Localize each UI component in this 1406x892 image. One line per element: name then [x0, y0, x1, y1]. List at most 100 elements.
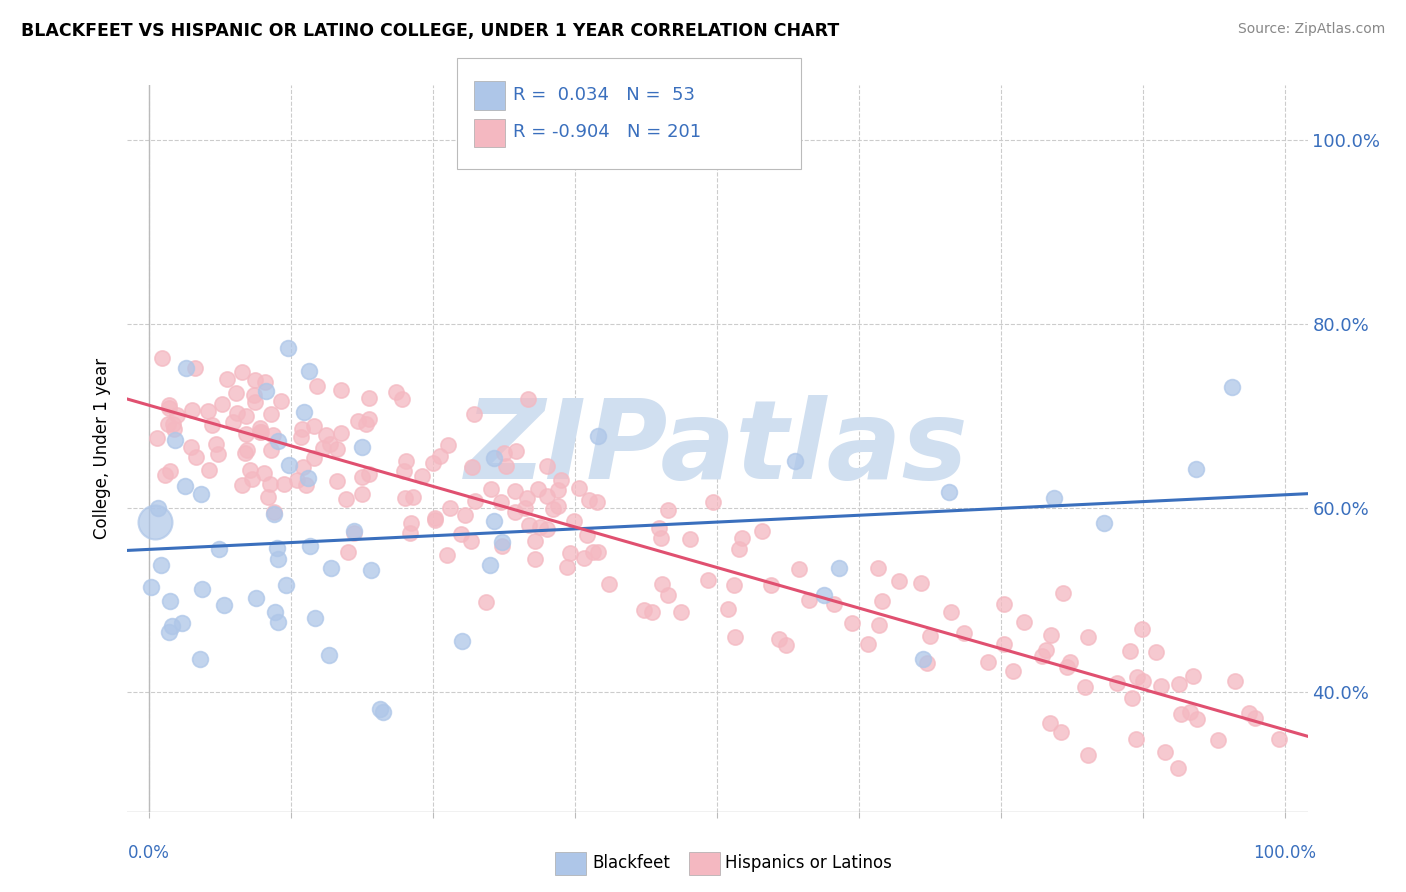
Point: [201, 418, 224, 433]
Point: [352, 470, 374, 484]
Point: [312, 441, 335, 455]
Point: [910, 575, 932, 590]
Point: [823, 597, 845, 611]
Point: [813, 588, 835, 602]
Point: [1154, 745, 1177, 759]
Point: [868, 617, 890, 632]
Point: [575, 528, 598, 542]
Point: [1125, 731, 1147, 746]
Point: [463, 407, 485, 421]
Point: [495, 459, 517, 474]
Point: [491, 539, 513, 553]
Point: [562, 514, 585, 528]
Point: [191, 582, 214, 596]
Point: [529, 520, 551, 534]
Point: [505, 506, 527, 520]
Point: [319, 437, 342, 451]
Point: [696, 574, 718, 588]
Point: [938, 485, 960, 500]
Point: [450, 527, 472, 541]
Point: [494, 446, 516, 460]
Point: [478, 558, 501, 573]
Point: [1105, 676, 1128, 690]
Point: [350, 487, 373, 501]
Point: [235, 409, 257, 424]
Point: [475, 595, 498, 609]
Point: [536, 459, 558, 474]
Point: [243, 388, 266, 402]
Point: [354, 417, 377, 431]
Point: [240, 472, 263, 486]
Point: [1002, 664, 1025, 678]
Point: [299, 540, 322, 554]
Point: [297, 470, 319, 484]
Point: [526, 483, 548, 497]
Point: [394, 491, 416, 505]
Point: [489, 495, 512, 509]
Point: [761, 578, 783, 592]
Point: [1167, 761, 1189, 775]
Point: [174, 360, 197, 375]
Text: Blackfeet: Blackfeet: [592, 855, 669, 872]
Point: [1132, 673, 1154, 688]
Point: [1170, 706, 1192, 721]
Point: [245, 394, 267, 409]
Point: [702, 495, 724, 509]
Point: [1185, 462, 1208, 476]
Point: [1178, 705, 1201, 719]
Point: [197, 463, 219, 477]
Point: [330, 383, 353, 397]
Point: [162, 417, 184, 432]
Point: [285, 473, 308, 487]
Point: [188, 652, 211, 666]
Point: [186, 450, 208, 464]
Point: [650, 532, 672, 546]
Point: [723, 577, 745, 591]
Point: [262, 428, 284, 442]
Point: [259, 476, 281, 491]
Point: [797, 593, 820, 607]
Point: [558, 546, 581, 560]
Point: [588, 429, 610, 443]
Point: [1092, 516, 1115, 530]
Point: [785, 454, 807, 468]
Point: [993, 597, 1015, 611]
Point: [346, 415, 368, 429]
Point: [254, 384, 277, 399]
Point: [273, 476, 295, 491]
Point: [429, 449, 451, 463]
Point: [181, 403, 204, 417]
Text: Source: ZipAtlas.com: Source: ZipAtlas.com: [1237, 22, 1385, 37]
Point: [463, 494, 485, 508]
Point: [641, 605, 664, 619]
Point: [343, 524, 366, 538]
Point: [657, 503, 679, 517]
Point: [491, 535, 513, 549]
Point: [298, 364, 321, 378]
Point: [236, 442, 259, 457]
Point: [523, 551, 546, 566]
Point: [254, 375, 277, 389]
Point: [503, 483, 526, 498]
Point: [335, 492, 357, 507]
Point: [717, 601, 740, 615]
Text: 100.0%: 100.0%: [1253, 844, 1316, 862]
Point: [304, 611, 326, 625]
Point: [225, 406, 247, 420]
Point: [856, 637, 879, 651]
Point: [264, 605, 287, 619]
Point: [436, 548, 458, 562]
Point: [1181, 669, 1204, 683]
Point: [170, 616, 193, 631]
Point: [277, 458, 299, 472]
Point: [523, 533, 546, 548]
Point: [547, 483, 569, 498]
Point: [326, 442, 349, 457]
Point: [263, 505, 285, 519]
Text: R = -0.904   N = 201: R = -0.904 N = 201: [513, 123, 702, 141]
Point: [215, 372, 238, 386]
Point: [295, 478, 318, 492]
Point: [270, 394, 292, 409]
Text: ZIPatlas: ZIPatlas: [465, 395, 969, 501]
Point: [1168, 677, 1191, 691]
